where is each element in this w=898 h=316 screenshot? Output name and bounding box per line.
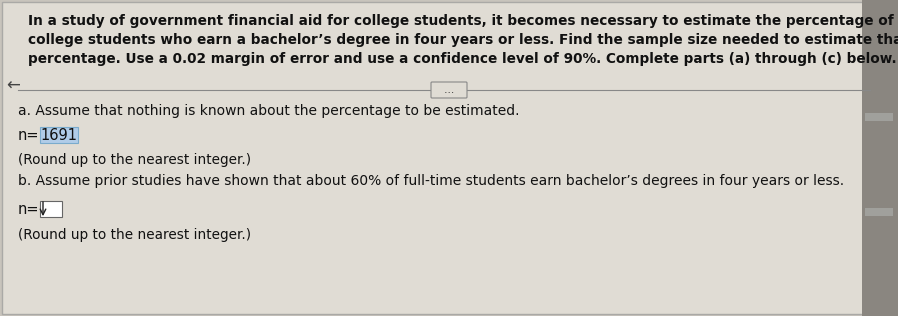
FancyBboxPatch shape [865, 113, 893, 121]
FancyBboxPatch shape [865, 208, 893, 216]
FancyBboxPatch shape [40, 127, 78, 143]
FancyBboxPatch shape [862, 0, 898, 316]
Text: b. Assume prior studies have shown that about 60% of full-time students earn bac: b. Assume prior studies have shown that … [18, 174, 844, 188]
Text: college students who earn a bachelor’s degree in four years or less. Find the sa: college students who earn a bachelor’s d… [28, 33, 898, 47]
Text: In a study of government financial aid for college students, it becomes necessar: In a study of government financial aid f… [28, 14, 898, 28]
Text: (Round up to the nearest integer.): (Round up to the nearest integer.) [18, 228, 251, 242]
FancyBboxPatch shape [431, 82, 467, 98]
Text: ←: ← [6, 77, 20, 95]
Text: n=: n= [18, 127, 40, 143]
FancyBboxPatch shape [40, 201, 62, 217]
Text: percentage. Use a 0.02 margin of error and use a confidence level of 90%. Comple: percentage. Use a 0.02 margin of error a… [28, 52, 896, 66]
FancyBboxPatch shape [2, 2, 882, 314]
Text: a. Assume that nothing is known about the percentage to be estimated.: a. Assume that nothing is known about th… [18, 104, 520, 118]
Text: (Round up to the nearest integer.): (Round up to the nearest integer.) [18, 153, 251, 167]
Text: …: … [444, 85, 454, 95]
Text: 1691: 1691 [40, 127, 77, 143]
Text: n=: n= [18, 202, 40, 216]
